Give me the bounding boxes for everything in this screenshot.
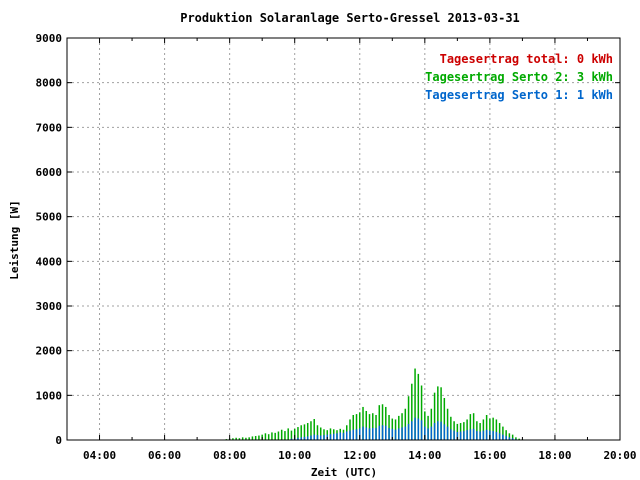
x-tick-label: 16:00	[473, 449, 506, 462]
x-tick-label: 14:00	[408, 449, 441, 462]
x-tick-label: 12:00	[343, 449, 376, 462]
y-tick-label: 2000	[36, 345, 63, 358]
y-tick-label: 3000	[36, 300, 63, 313]
ticks: 0 1000 2000 3000 4000 5000 6000 7000 8000 9000 04:…	[36, 32, 637, 462]
y-tick-label: 9000	[36, 32, 63, 45]
y-axis-label: Leistung [W]	[8, 200, 21, 279]
legend-entry: Tagesertrag Serto 1: 1 kWh	[425, 88, 613, 102]
y-tick-label: 1000	[36, 389, 63, 402]
legend-entry: Tagesertrag Serto 2: 3 kWh	[425, 70, 613, 84]
chart-title: Produktion Solaranlage Serto-Gressel 201…	[180, 11, 520, 25]
x-tick-label: 10:00	[278, 449, 311, 462]
x-tick-label: 04:00	[83, 449, 116, 462]
x-axis-label: Zeit (UTC)	[311, 466, 377, 479]
x-tick-label: 20:00	[603, 449, 636, 462]
y-tick-label: 0	[55, 434, 62, 447]
x-tick-label: 18:00	[538, 449, 571, 462]
y-tick-label: 5000	[36, 211, 63, 224]
legend-entry: Tagesertrag total: 0 kWh	[440, 52, 613, 66]
y-tick-label: 6000	[36, 166, 63, 179]
legend: Tagesertrag total: 0 kWh Tagesertrag Sert…	[425, 52, 613, 102]
y-tick-label: 7000	[36, 121, 63, 134]
plot-frame	[66, 37, 621, 441]
x-tick-label: 08:00	[213, 449, 246, 462]
y-tick-label: 4000	[36, 255, 63, 268]
grid	[67, 38, 620, 440]
x-tick-label: 06:00	[148, 449, 181, 462]
y-tick-label: 8000	[36, 77, 63, 90]
